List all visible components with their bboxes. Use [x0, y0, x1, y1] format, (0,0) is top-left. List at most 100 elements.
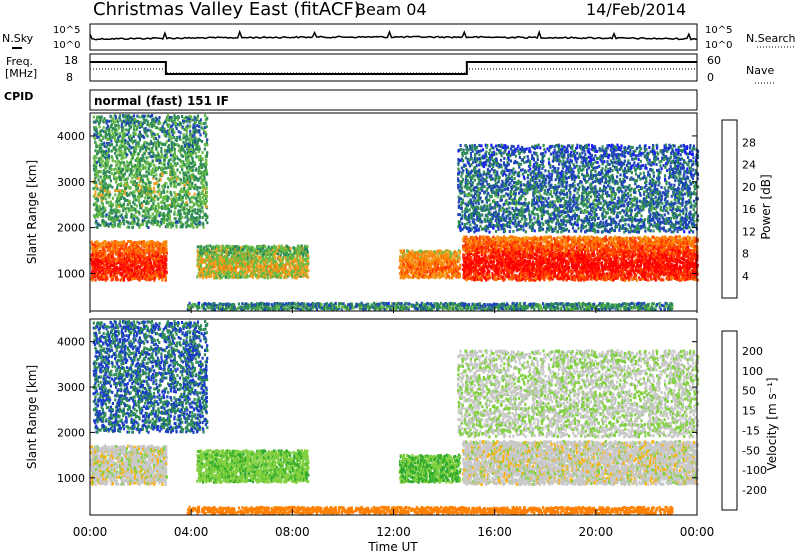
power-cell [197, 191, 200, 195]
power-cell [486, 303, 489, 307]
power-cell [218, 254, 221, 258]
power-cell [147, 240, 150, 244]
power-cell [188, 149, 191, 153]
power-cell [199, 154, 202, 158]
power-cell [103, 186, 106, 190]
power-cell [206, 274, 209, 278]
frequency-panel: Freq. [MHz] 18 8 60 0 Nave [5, 53, 775, 84]
power-cell [183, 202, 186, 206]
power-cell [154, 141, 157, 145]
power-cell [91, 264, 94, 268]
power-cell [160, 146, 163, 150]
power-cell [117, 193, 120, 197]
power-cell [205, 258, 208, 262]
power-cell [90, 246, 93, 250]
power-cell [152, 207, 155, 211]
power-cell [166, 114, 170, 118]
power-cell [133, 128, 136, 131]
power-cell [607, 302, 610, 306]
power-cell [154, 143, 158, 147]
power-cell [205, 125, 208, 129]
power-cell [160, 222, 163, 226]
power-cell [116, 189, 119, 193]
power-cell [116, 200, 119, 204]
power-cell [168, 210, 171, 214]
power-cell [191, 213, 194, 217]
power-cell [114, 167, 117, 171]
power-cell [192, 220, 195, 224]
power-cell [160, 261, 163, 265]
power-cell [147, 146, 150, 150]
power-cell [128, 254, 131, 258]
power-cell [182, 147, 185, 151]
power-cell [151, 216, 154, 220]
power-cell [98, 138, 101, 142]
power-cell [165, 240, 168, 244]
power-cell [165, 152, 168, 156]
power-cell [130, 139, 133, 143]
power-cell [100, 115, 103, 119]
power-cell [160, 213, 163, 217]
power-cell [178, 219, 181, 223]
power-cell [152, 251, 155, 255]
power-cell [191, 145, 194, 148]
power-cell [103, 144, 106, 148]
power-cell [158, 127, 161, 131]
power-cell [131, 165, 134, 169]
power-cell [109, 255, 112, 259]
power-cell [95, 219, 98, 223]
power-cell [581, 305, 584, 308]
power-cell [187, 168, 190, 172]
power-cell [130, 259, 133, 263]
power-cell [161, 278, 164, 282]
power-cell [129, 268, 132, 272]
power-cell [136, 184, 139, 188]
power-cell [122, 156, 125, 160]
power-cell [103, 254, 106, 258]
power-cell [138, 271, 141, 275]
power-cell [154, 158, 158, 162]
power-cell [108, 170, 111, 174]
power-cell [126, 116, 129, 120]
power-cell [134, 117, 137, 121]
power-cell [169, 153, 172, 157]
power-cell [185, 207, 188, 211]
power-cell [215, 244, 219, 248]
power-cell [123, 240, 126, 244]
power-cell [180, 153, 183, 157]
power-cell [183, 119, 186, 123]
power-cell [110, 270, 113, 274]
power-cell [273, 269, 276, 273]
power-cell [242, 248, 245, 251]
power-cell [209, 256, 212, 260]
power-cell [258, 244, 261, 248]
power-cell [262, 255, 265, 259]
power-cell [93, 128, 96, 132]
power-cell [110, 217, 113, 221]
power-cell [104, 182, 107, 186]
power-cell [162, 122, 165, 125]
power-cell [125, 121, 129, 125]
power-cell [97, 272, 100, 276]
power-cell [100, 259, 104, 263]
power-cell [194, 116, 197, 120]
power-cell [131, 180, 135, 184]
power-cell [270, 262, 274, 266]
power-cell [268, 271, 272, 275]
power-cell [135, 275, 138, 279]
power-cell [247, 256, 250, 260]
power-cell [201, 189, 204, 193]
power-cell [160, 155, 163, 159]
power-cell [181, 200, 184, 204]
power-cell [170, 193, 173, 197]
power-cell [119, 144, 123, 148]
power-cell [101, 253, 104, 256]
power-cell [137, 250, 140, 254]
power-cell [96, 119, 99, 123]
power-cell [213, 265, 216, 269]
power-cell [200, 139, 204, 143]
power-cell [193, 161, 196, 165]
power-cell [100, 142, 104, 146]
power-cell [103, 176, 106, 180]
power-cell [220, 259, 223, 263]
